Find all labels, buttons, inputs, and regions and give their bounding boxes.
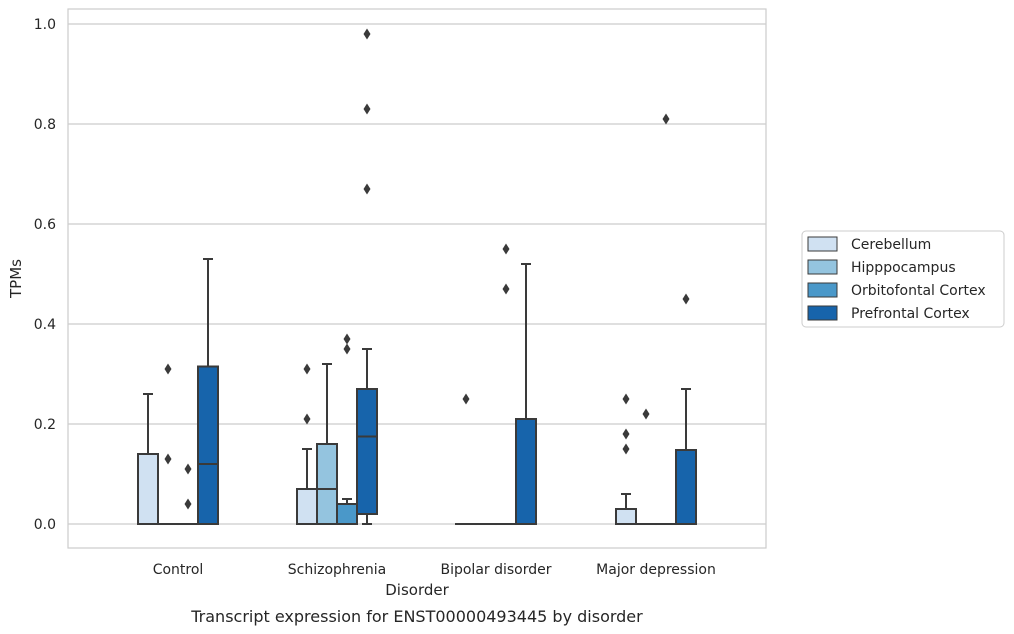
box: [675, 449, 697, 525]
outlier-point: [462, 393, 470, 405]
box-group: [137, 28, 697, 526]
box-orbitofontal-cortex: [495, 243, 517, 526]
outlier-point: [363, 103, 371, 115]
chart-caption: Transcript expression for ENST0000049344…: [190, 607, 643, 626]
box: [197, 365, 219, 525]
box: [336, 503, 358, 525]
outlier-point: [164, 453, 172, 465]
legend-label: Orbitofontal Cortex: [851, 283, 986, 299]
box-cerebellum: [137, 393, 159, 525]
y-tick-label: 0.2: [34, 417, 56, 433]
box: [356, 388, 378, 515]
outlier-point: [184, 498, 192, 510]
outlier-point: [164, 363, 172, 375]
box: [615, 508, 637, 525]
y-tick-label: 0.6: [34, 217, 56, 233]
legend-item: Hipppocampus: [807, 259, 956, 276]
outlier-point: [343, 343, 351, 355]
outlier-point: [682, 293, 690, 305]
box-prefrontal-cortex: [515, 263, 537, 525]
box-prefrontal-cortex: [197, 258, 219, 525]
x-tick-labels: Control Schizophrenia Bipolar disorder Majo…: [153, 562, 716, 578]
legend-label: Cerebellum: [851, 237, 931, 253]
outlier-point: [502, 283, 510, 295]
outlier-point: [622, 428, 630, 440]
outlier-point: [343, 333, 351, 345]
plot-frame: [67, 8, 767, 549]
legend-item: Cerebellum: [807, 236, 931, 253]
x-tick-label: Major depression: [596, 562, 716, 578]
x-tick-label: Schizophrenia: [288, 562, 386, 578]
y-tick-label: 0.0: [34, 517, 56, 533]
outlier-point: [502, 243, 510, 255]
box-cerebellum: [296, 363, 318, 525]
y-axis-label: TPMs: [7, 259, 25, 299]
outlier-point: [184, 463, 192, 475]
box: [296, 488, 318, 525]
box-cerebellum: [455, 393, 477, 526]
box-hipppocampus: [316, 363, 338, 525]
legend-frame: [801, 230, 1005, 328]
box-cerebellum: [615, 393, 637, 525]
outlier-point: [662, 113, 670, 125]
outlier-point: [622, 443, 630, 455]
box: [515, 418, 537, 525]
outlier-point: [363, 28, 371, 40]
box-hipppocampus: [157, 363, 179, 526]
outlier-point: [303, 363, 311, 375]
box: [137, 453, 159, 525]
outlier-point: [363, 183, 371, 195]
grid-lines: [68, 23, 766, 525]
box-orbitofontal-cortex: [655, 113, 677, 526]
legend-swatch: [807, 282, 838, 298]
box-prefrontal-cortex: [356, 28, 378, 525]
x-tick-label: Control: [153, 562, 204, 578]
outlier-point: [303, 413, 311, 425]
outlier-point: [622, 393, 630, 405]
box: [316, 443, 338, 525]
y-tick-labels: 0.0 0.2 0.4 0.6 0.8 1.0: [34, 17, 56, 533]
x-tick-label: Bipolar disorder: [440, 562, 551, 578]
box-orbitofontal-cortex: [177, 463, 199, 526]
y-tick-label: 0.4: [34, 317, 56, 333]
legend-label: Prefrontal Cortex: [851, 306, 970, 322]
legend-item: Prefrontal Cortex: [807, 305, 970, 322]
box-hipppocampus: [635, 408, 657, 526]
legend-swatch: [807, 305, 838, 321]
legend-item: Orbitofontal Cortex: [807, 282, 986, 299]
y-tick-label: 1.0: [34, 17, 56, 33]
box-orbitofontal-cortex: [336, 333, 358, 525]
outlier-point: [642, 408, 650, 420]
legend-swatch: [807, 259, 838, 275]
x-axis-label: Disorder: [385, 581, 449, 599]
legend-swatch: [807, 236, 838, 252]
legend: Cerebellum Hipppocampus Orbitofontal Corte…: [801, 230, 1005, 328]
legend-label: Hipppocampus: [851, 260, 956, 276]
box-prefrontal-cortex: [675, 293, 697, 525]
y-tick-label: 0.8: [34, 117, 56, 133]
